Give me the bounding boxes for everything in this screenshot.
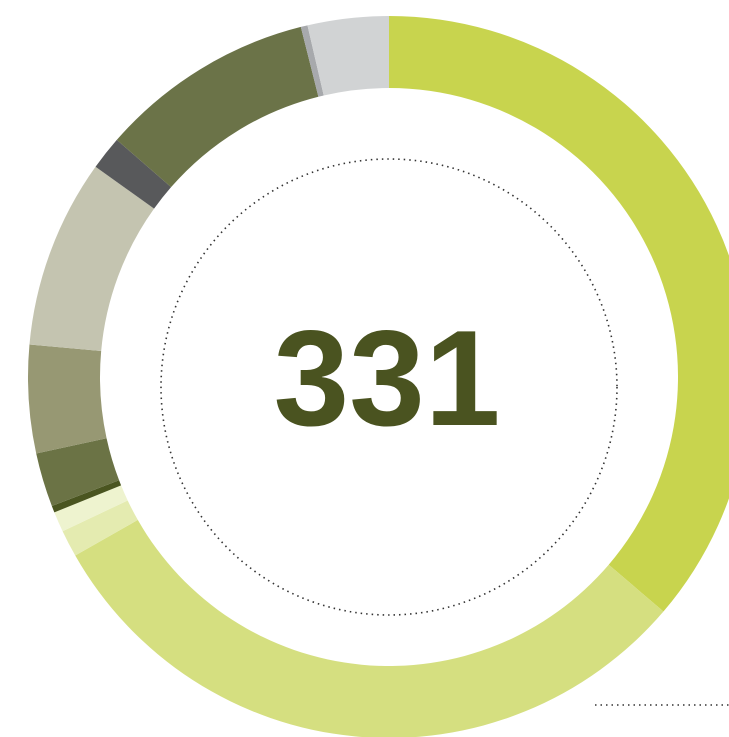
donut-segment xyxy=(29,166,155,351)
donut-segment xyxy=(36,438,120,506)
donut-segment xyxy=(27,344,107,454)
donut-segment xyxy=(51,480,122,513)
donut-segment xyxy=(75,519,664,737)
donut-segment xyxy=(307,16,389,96)
donut-segment xyxy=(54,485,128,532)
donut-segment xyxy=(116,26,319,188)
center-total: 331 xyxy=(274,302,501,454)
donut-segment xyxy=(95,139,172,209)
donut-segment xyxy=(62,500,138,556)
donut-segment xyxy=(389,16,729,612)
donut-segment xyxy=(300,25,324,97)
segments xyxy=(27,16,729,737)
dotted-ring xyxy=(160,158,618,616)
